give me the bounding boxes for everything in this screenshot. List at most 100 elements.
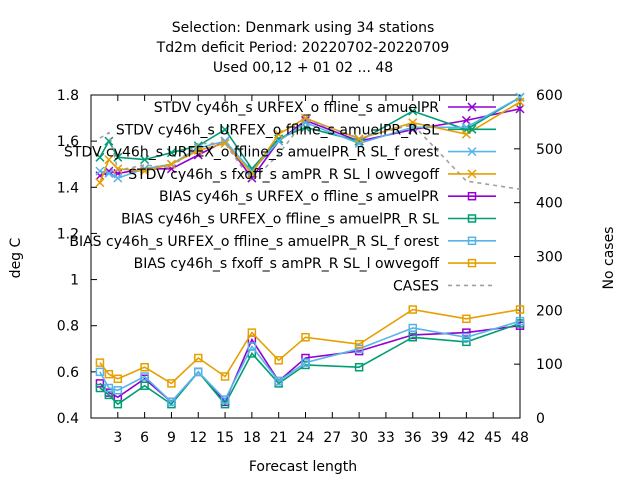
legend-entry: CASES [393,278,496,294]
y2-tick-label: 300 [536,250,563,266]
x-tick-label: 21 [270,430,288,446]
data-point [220,395,230,404]
data-point [354,339,364,349]
data-point [193,145,203,155]
x-tick-label: 36 [404,430,422,446]
x-tick-label: 42 [457,430,475,446]
data-point [274,356,283,365]
legend-label: BIAS cy46h_s URFEX_o ffline_s amuelPR_R … [69,234,439,250]
data-point [467,147,477,157]
data-point [95,152,105,162]
y2-tick-label: 100 [536,357,563,373]
data-point [467,258,477,268]
data-point [194,353,203,363]
data-point [220,372,230,381]
data-point [113,386,123,395]
x-axis-label: Forecast length [249,459,357,475]
series-line [99,96,521,179]
title-line: Used 00,12 + 01 02 ... 48 [213,60,393,76]
y2-axis-label: No cases [601,227,617,290]
data-point [95,383,105,393]
data-point [462,337,471,347]
data-point [220,125,230,135]
data-point [408,305,417,314]
series [95,321,525,407]
data-point [274,129,284,139]
y-tick-label: 0.4 [57,411,79,427]
legend-label: CASES [393,278,439,294]
data-point [194,367,203,377]
y2-tick-label: 200 [536,303,563,319]
series-line [99,324,521,404]
y-tick-label: 1.2 [57,226,79,242]
series-line [99,320,521,404]
data-point [354,134,364,144]
x-tick-label: 15 [216,430,234,446]
legend-label: BIAS cy46h_s fxoff_s amPR_R SL_l owvegof… [134,256,440,272]
data-point [167,379,176,388]
data-point [301,333,310,342]
y-tick-label: 1.8 [57,88,79,104]
data-point [274,376,283,386]
x-tick-label: 33 [377,430,395,446]
data-point [462,328,471,337]
data-point [140,362,149,372]
data-point [467,169,477,179]
data-point [461,115,471,125]
y2-tick-label: 600 [536,88,563,104]
x-tick-label: 6 [140,430,149,446]
x-tick-label: 48 [511,430,529,446]
data-point [467,236,477,246]
data-point [462,314,471,324]
legend-entry: BIAS cy46h_s URFEX_o ffline_s amuelPR_R … [121,212,496,228]
data-point [515,104,525,114]
data-point [140,372,149,381]
legend-entry: STDV cy46h_s URFEX_o ffline_s amuelPR_R … [64,145,496,161]
series-line [99,322,521,406]
data-point [467,102,477,112]
data-point [515,316,525,326]
x-tick-label: 27 [323,430,341,446]
data-point [113,164,123,174]
x-tick-label: 12 [189,430,207,446]
legend-entry: BIAS cy46h_s fxoff_s amPR_R SL_l owvegof… [134,256,496,272]
legend-entry: STDV cy46h_s fxoff_s amPR_R SL_l owvegof… [128,167,496,183]
data-point [140,381,149,390]
data-point [408,106,418,116]
data-point [113,374,123,384]
legend-entry: STDV cy46h_s URFEX_o ffline_s amuelPR_R … [116,122,496,138]
x-tick-label: 18 [243,430,261,446]
title-line: Td2m deficit Period: 20220702-20220709 [156,40,450,56]
series-lines [95,92,525,409]
data-point [95,358,105,367]
legend-label: BIAS cy46h_s URFEX_o ffline_s amuelPR [159,189,439,205]
legend: STDV cy46h_s URFEX_o ffline_s amuelPR STD… [64,100,496,294]
data-point [140,155,150,165]
data-point [354,362,364,372]
data-point [167,397,176,407]
legend-entry: STDV cy46h_s URFEX_o ffline_s amuelPR [154,100,496,116]
y2-tick-label: 0 [536,411,545,427]
x-tick-label: 3 [113,430,122,446]
legend-label: STDV cy46h_s fxoff_s amPR_R SL_l owvegof… [128,167,439,183]
x-tick-label: 24 [297,430,315,446]
y-axis-label: deg C [8,237,24,278]
data-point [104,155,114,165]
data-point [140,166,150,176]
data-point [408,333,417,342]
data-point [95,379,105,388]
data-point [408,323,417,333]
data-point [113,399,123,409]
legend-entry: BIAS cy46h_s URFEX_o ffline_s amuelPR [159,189,496,205]
data-point [515,305,525,314]
data-point [113,152,123,162]
y-tick-label: 1.6 [57,134,79,150]
axis-ticks: 3 6 9 12 15 18 21 24 27 30 33 36 39 42 45 480.40.60.811… [57,88,563,446]
data-point [408,118,418,128]
data-point [104,136,114,146]
y-tick-label: 0.8 [57,319,79,335]
data-point [354,344,364,354]
series-line [99,96,521,171]
legend-label: STDV cy46h_s URFEX_o ffline_s amuelPR_R … [64,145,439,161]
x-tick-label: 39 [431,430,449,446]
